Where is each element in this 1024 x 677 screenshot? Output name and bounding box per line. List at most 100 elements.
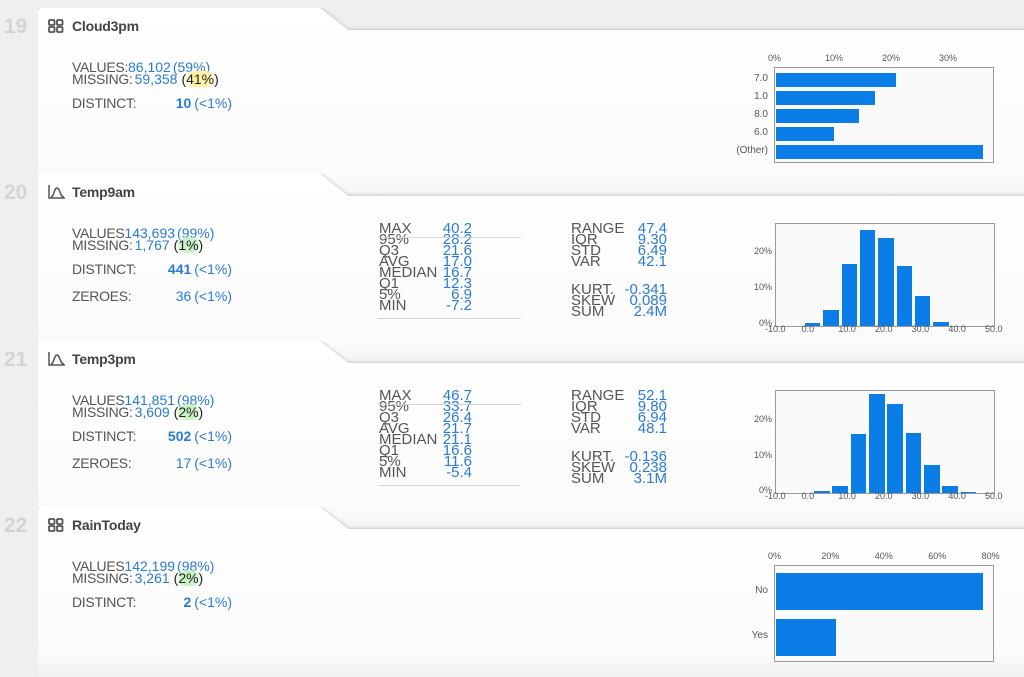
stat-label: SKEW: [571, 292, 616, 309]
distinct-line: DISTINCT: 2 (<1%): [72, 595, 232, 609]
stat-label: MEDIAN: [379, 264, 438, 281]
x-tick-label: 30%: [939, 53, 958, 63]
y-tick-label: 0%: [758, 485, 772, 495]
category-label: 1.0: [754, 91, 768, 102]
stat-value: 9.30: [637, 231, 667, 248]
values-line: VALUES141,851 (98%): [72, 393, 214, 407]
missing-count: 1,767: [134, 237, 170, 253]
missing-percent: (1%): [172, 237, 205, 253]
histogram-bar[interactable]: [823, 309, 839, 326]
distinct-value: 2 (<1%): [183, 595, 232, 609]
histogram-bar[interactable]: [869, 393, 885, 493]
histogram-bar[interactable]: [804, 322, 821, 326]
stat-label: IQR: [571, 231, 598, 248]
zeroes-line: ZEROES: 36 (<1%): [72, 289, 232, 303]
stat-value: 52.1: [637, 387, 667, 404]
stat-row: 5% 6.9: [379, 286, 524, 303]
category-bar[interactable]: [776, 91, 876, 105]
stat-label: MAX: [379, 220, 412, 237]
histogram-bar[interactable]: [850, 434, 867, 493]
column-title[interactable]: RainToday: [48, 517, 141, 533]
shape-stats: KURT. -0.341 SKEW 0.089 SUM 2.4M: [571, 282, 667, 319]
values-percent: (59%): [172, 59, 211, 75]
stat-row: SUM 3.1M: [571, 471, 667, 486]
stat-label: Q1: [379, 275, 400, 292]
stat-value: 9.80: [637, 398, 667, 415]
category-bar[interactable]: [776, 73, 896, 87]
histogram-bar[interactable]: [814, 490, 830, 493]
histogram-bar[interactable]: [942, 485, 958, 493]
stat-divider: [378, 237, 521, 238]
missing-percent: (2%): [172, 404, 205, 420]
x-tick-label: 20%: [882, 53, 901, 63]
stat-row: MEDIAN 16.7: [379, 264, 524, 281]
histogram-bar[interactable]: [859, 230, 876, 326]
distinct-line: DISTINCT: 441 (<1%): [72, 262, 232, 276]
zeroes-label: ZEROES:: [72, 455, 132, 471]
x-tick-label: 60%: [928, 551, 947, 561]
histogram-bar[interactable]: [924, 464, 940, 493]
histogram-bar[interactable]: [832, 485, 848, 493]
category-bar[interactable]: [776, 145, 984, 159]
shape-stats: KURT. -0.136 SKEW 0.238 SUM 3.1M: [571, 449, 667, 486]
category-bar[interactable]: [776, 109, 860, 123]
x-tick-label: 10.0: [838, 324, 856, 334]
column-title[interactable]: Temp3pm: [48, 351, 136, 367]
row-index: 22: [4, 514, 28, 537]
histogram-chart: [775, 223, 995, 327]
category-bar[interactable]: [776, 127, 835, 141]
column-name: Temp3pm: [72, 351, 136, 367]
row-index: 21: [4, 348, 28, 371]
category-label: Yes: [751, 630, 768, 642]
histogram-bar[interactable]: [960, 491, 977, 493]
stat-value: 21.1: [442, 431, 472, 448]
x-tick-label: 30.0: [911, 324, 930, 334]
stat-value: 6.9: [451, 286, 472, 303]
category-bar[interactable]: [776, 618, 836, 656]
stat-divider: [378, 318, 521, 319]
missing-line: MISSING: 59,358 (41%): [72, 71, 220, 87]
column-title[interactable]: Cloud3pm: [48, 18, 139, 34]
numeric-distribution-icon: [48, 185, 65, 199]
row-index: 20: [4, 181, 28, 204]
category-bar[interactable]: [776, 573, 983, 611]
y-tick-label: 10%: [753, 449, 772, 460]
missing-label: MISSING:: [72, 570, 133, 586]
distinct-line: DISTINCT: 10 (<1%): [72, 96, 232, 110]
category-label: (Other): [736, 145, 768, 156]
values-line: VALUES:86,102 (59%): [72, 60, 210, 74]
stat-label: 5%: [379, 453, 401, 470]
histogram-bar[interactable]: [905, 432, 922, 493]
distinct-value: 441 (<1%): [168, 262, 232, 276]
x-tick-label: 80%: [981, 551, 1000, 561]
histogram-bar[interactable]: [878, 238, 894, 326]
column-title[interactable]: Temp9am: [48, 184, 135, 200]
category-label: 7.0: [754, 73, 768, 84]
stat-row: SKEW 0.089: [571, 292, 667, 309]
stat-label: MEDIAN: [379, 431, 438, 448]
moment-stats: RANGE 47.4 IQR 9.30 STD 6.49 VAR 42.1: [571, 221, 667, 269]
missing-label: MISSING:: [72, 71, 133, 87]
histogram-bar[interactable]: [914, 295, 931, 326]
zeroes-line: ZEROES: 17 (<1%): [72, 456, 232, 470]
x-tick-label: 20.0: [875, 491, 893, 501]
histogram-bar[interactable]: [933, 322, 949, 326]
quantile-stats: MAX 40.2 95% 28.2 Q3 21.6 AVG 17.0 MEDIAN 16.7 Q1 1…: [379, 220, 524, 313]
categorical-grid-icon: [48, 19, 65, 33]
stat-label: AVG: [379, 420, 410, 437]
histogram-bar[interactable]: [887, 403, 903, 493]
categorical-grid-icon: [48, 518, 65, 532]
histogram-bar[interactable]: [896, 265, 913, 326]
histogram-bar[interactable]: [841, 264, 858, 326]
category-bar-chart: [774, 565, 994, 662]
missing-line: MISSING: 3,261 (2%): [72, 570, 205, 586]
y-tick-label: 0%: [758, 318, 772, 328]
category-label: 6.0: [754, 127, 768, 138]
column-card: Temp9am VALUES143,693 (99%) MISSING: 1,767 (1…: [38, 174, 1024, 369]
values-label: VALUES: [72, 558, 125, 574]
stat-row: MAX 40.2: [379, 220, 524, 237]
stat-label: 95%: [379, 231, 410, 248]
stat-label: MAX: [379, 387, 412, 404]
missing-percent: (2%): [172, 570, 205, 586]
values-count: 142,199: [124, 558, 176, 574]
